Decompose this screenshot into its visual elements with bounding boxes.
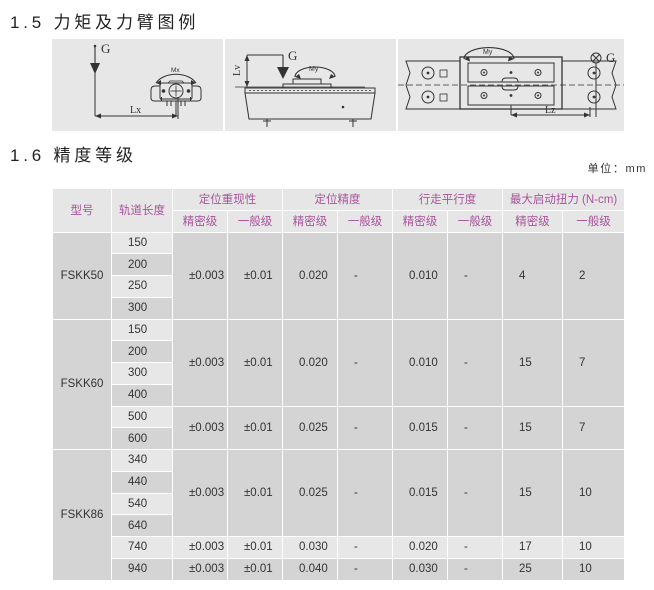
svg-text:My: My [309, 66, 319, 73]
svg-text:My: My [483, 49, 493, 56]
svg-text:Mx: Mx [171, 67, 180, 74]
svg-text:Lz: Lz [545, 105, 556, 116]
svg-text:G: G [288, 48, 297, 63]
svg-text:Lv: Lv [232, 65, 243, 76]
svg-text:G: G [101, 41, 110, 56]
svg-text:Lx: Lx [130, 105, 141, 116]
svg-text:G: G [606, 50, 615, 65]
